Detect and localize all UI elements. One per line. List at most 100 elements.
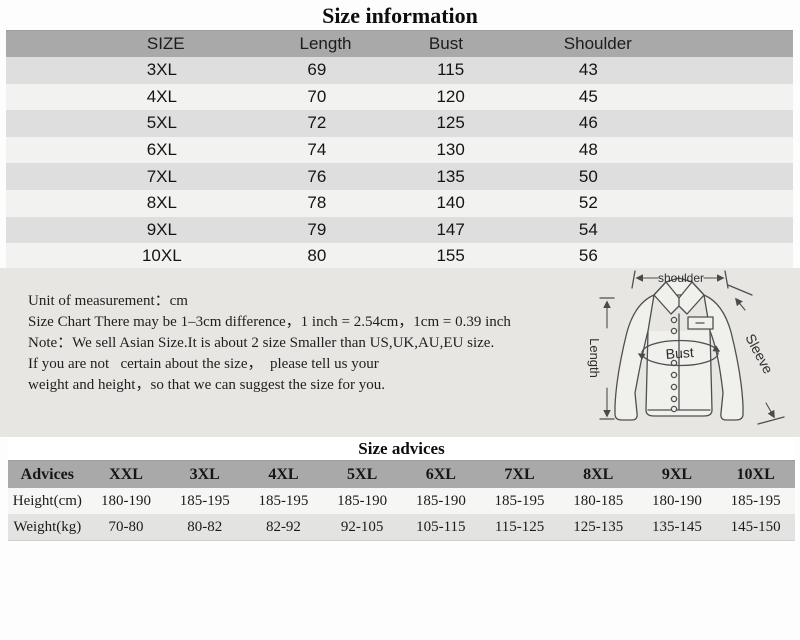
advice-header-cell: 6XL	[425, 465, 456, 483]
size-table-cell: 120	[436, 86, 465, 106]
measurement-notes: Unit of measurement：cm Size Chart There m…	[28, 291, 528, 396]
shirt-measurement-diagram: shoulder Length Bust Sleeve	[587, 270, 785, 425]
advice-header-cell: 8XL	[583, 465, 614, 483]
size-table-row: 9XL 79 147 54	[6, 216, 793, 244]
size-table-cell: 69	[307, 60, 327, 80]
size-table-row: 5XL 72 125 46	[6, 110, 793, 137]
size-table-header-cell: Length	[299, 34, 352, 53]
advice-cell: 185-190	[415, 492, 466, 509]
advice-header-cell: XXL	[109, 465, 143, 483]
advice-cell: 145-150	[730, 518, 781, 535]
size-table-row: 10XL 80 155 56	[6, 243, 793, 270]
size-table-cell: 70	[307, 86, 327, 106]
size-table-cell: 3XL	[146, 60, 177, 80]
advice-cell: 185-195	[258, 492, 309, 509]
size-table-row: 6XL 74 130 48	[6, 136, 793, 164]
advice-cell: 115-125	[494, 518, 545, 535]
advice-cell: 135-145	[651, 518, 702, 535]
size-table-header-row: SIZE Length Bust Shoulder	[6, 30, 793, 57]
advice-header-cell: 10XL	[736, 465, 775, 483]
size-table-cell: 46	[578, 113, 598, 133]
note-line: weight and height，so that we can suggest…	[28, 377, 385, 393]
size-table-cell: 74	[307, 140, 327, 160]
advice-cell: 125-135	[573, 518, 624, 535]
size-table-header-cell: Bust	[428, 34, 463, 53]
size-table-header-cell: SIZE	[146, 34, 185, 53]
size-table-cell: 79	[307, 219, 327, 239]
advice-table-row: Weight(kg) 70-80 80-82 82-92 92-105 105-115 11…	[8, 514, 795, 541]
advice-table-header-row: Advices XXL 3XL 4XL 5XL 6XL 7XL 8XL 9XL 10XL	[8, 460, 795, 488]
advice-header-cell: Advices	[20, 465, 74, 483]
bust-measure-ellipse	[641, 339, 719, 367]
advice-table-row: Height(cm) 180-190 185-195 185-195 185-190 18…	[8, 488, 795, 514]
size-table-cell: 52	[578, 193, 598, 213]
jacket-buttons	[670, 316, 678, 413]
advice-row-label: Height(cm)	[12, 492, 82, 509]
size-table-row: 4XL 70 120 45	[6, 83, 793, 111]
bust-label: Bust	[665, 344, 694, 362]
size-table-cell: 48	[578, 140, 598, 160]
size-table-cell: 8XL	[146, 193, 177, 213]
advice-cell: 180-190	[651, 492, 702, 509]
size-table-cell: 10XL	[141, 246, 182, 266]
advice-cell: 180-185	[573, 492, 624, 509]
size-table-cell: 7XL	[146, 166, 177, 186]
advice-cell: 70-80	[108, 518, 144, 535]
size-table-cell: 155	[436, 246, 465, 266]
advice-cell: 92-105	[340, 518, 384, 535]
jacket-body-outline	[614, 277, 744, 421]
advice-cell: 82-92	[265, 518, 301, 535]
advice-cell: 80-82	[187, 518, 223, 535]
size-table-cell: 56	[578, 246, 598, 266]
size-table-cell: 76	[307, 166, 327, 186]
size-table-cell: 135	[436, 166, 465, 186]
advice-cell: 180-190	[101, 492, 152, 509]
size-table-cell: 80	[307, 246, 327, 266]
size-advices-title: Size advices	[8, 437, 795, 460]
advice-header-cell: 9XL	[661, 465, 693, 483]
advice-header-cell: 7XL	[504, 465, 535, 483]
note-line: If you are not certain about the size， p…	[28, 356, 379, 372]
sleeve-label: Sleeve	[742, 331, 776, 376]
notes-panel: Unit of measurement：cm Size Chart There m…	[0, 268, 800, 437]
size-table: SIZE Length Bust Shoulder 3XL 69 115 43 4XL 70 12…	[6, 30, 793, 270]
size-table-cell: 140	[436, 193, 465, 213]
advice-cell: 185-195	[179, 492, 230, 509]
size-table-cell: 125	[436, 113, 465, 133]
advice-table-body: Height(cm) 180-190 185-195 185-195 185-190 18…	[8, 488, 795, 541]
advice-cell: 105-115	[416, 518, 466, 535]
note-line: Unit of measurement：cm	[28, 293, 188, 309]
size-table-cell: 45	[578, 86, 598, 106]
size-table-row: 8XL 78 140 52	[6, 189, 793, 217]
length-label: Length	[587, 338, 602, 378]
advice-cell: 185-195	[730, 492, 781, 509]
advice-cell: 185-195	[494, 492, 545, 509]
size-table-cell: 130	[436, 140, 465, 160]
shoulder-label: shoulder	[658, 271, 704, 285]
size-table-cell: 5XL	[146, 113, 177, 133]
size-table-cell: 43	[578, 60, 598, 80]
size-table-body: 3XL 69 115 43 4XL 70 120 45 5XL 72 125 46 6XL 74 130 48…	[6, 57, 793, 270]
advice-header-cell: 5XL	[347, 465, 378, 483]
page-title: Size information	[322, 3, 478, 28]
size-advices-section: Size advices Advices XXL 3XL 4XL 5XL 6XL 7XL 8X…	[8, 437, 795, 541]
size-table-cell: 6XL	[146, 140, 177, 160]
size-table-cell: 9XL	[146, 219, 177, 239]
size-table-cell: 54	[578, 219, 598, 239]
advice-header-cell: 4XL	[268, 465, 299, 483]
size-table-cell: 4XL	[146, 86, 177, 106]
note-line: Size Chart There may be 1–3cm difference…	[28, 314, 511, 330]
advice-row-label: Weight(kg)	[13, 518, 82, 535]
size-table-cell: 50	[578, 166, 598, 186]
size-table-cell: 147	[436, 219, 465, 239]
size-table-header-cell: Shoulder	[563, 34, 632, 53]
size-table-cell: 72	[307, 113, 327, 133]
size-table-cell: 78	[307, 193, 327, 213]
size-table-row: 3XL 69 115 43	[6, 57, 793, 84]
size-table-cell: 115	[437, 60, 465, 80]
note-line: Note：We sell Asian Size.It is about 2 si…	[28, 335, 495, 351]
advice-cell: 185-190	[337, 492, 388, 509]
size-table-row: 7XL 76 135 50	[6, 163, 793, 190]
advice-header-cell: 3XL	[189, 465, 220, 483]
